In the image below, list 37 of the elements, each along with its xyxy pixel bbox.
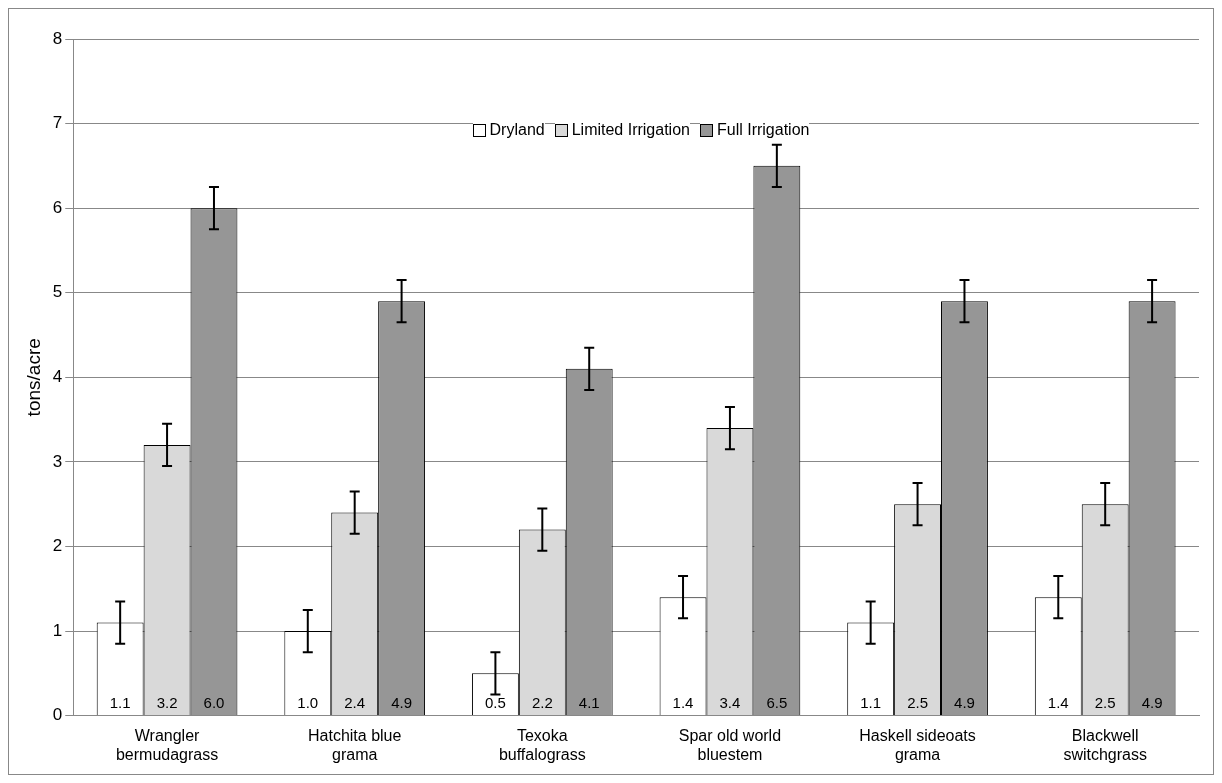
y-tick-label: 4 [52, 366, 63, 386]
data-label: 1.4 [1047, 694, 1069, 712]
x-tick-label: Haskell sideoats grama [859, 726, 976, 763]
x-tick-label: Texoka buffalograss [498, 726, 586, 763]
data-label: 1.4 [672, 694, 694, 712]
x-tick-label: Spar old world bluestem [678, 726, 782, 763]
legend-label: Full Irrigation [716, 121, 810, 139]
x-tick-label: Blackwell switchgrass [1063, 726, 1147, 763]
data-label: 2.5 [1094, 694, 1116, 712]
y-tick-label: 0 [52, 705, 63, 725]
data-label: 1.1 [860, 694, 882, 712]
data-label: 1.0 [297, 694, 319, 712]
data-label: 1.1 [109, 694, 131, 712]
data-label: 4.9 [391, 694, 413, 712]
data-label: 4.9 [954, 694, 975, 712]
y-tick-label: 8 [52, 28, 63, 48]
data-label: 4.9 [1141, 694, 1163, 712]
data-label: 4.1 [578, 694, 600, 712]
y-tick-label: 6 [52, 197, 63, 217]
legend-label: Limited Irrigation [571, 121, 690, 139]
y-tick-label: 2 [52, 536, 63, 556]
data-label: 6.5 [766, 694, 788, 712]
data-label: 2.4 [344, 694, 366, 712]
y-axis-title: tons/acre [22, 338, 44, 417]
y-tick-label: 7 [52, 113, 63, 133]
data-label: 3.2 [156, 694, 178, 712]
y-tick-label: 1 [52, 620, 63, 640]
x-tick-label: Hatchita blue grama [308, 726, 402, 763]
data-label: 3.4 [719, 694, 741, 712]
text: Dryland [489, 121, 545, 139]
y-tick-label: 3 [52, 451, 63, 471]
data-label: 6.0 [203, 694, 225, 712]
data-label: 2.5 [907, 694, 928, 712]
y-tick-label: 5 [52, 282, 63, 302]
data-label: 2.2 [531, 694, 553, 712]
data-label: 0.5 [484, 694, 506, 712]
x-tick-label: Wrangler bermudagrass [115, 726, 219, 763]
